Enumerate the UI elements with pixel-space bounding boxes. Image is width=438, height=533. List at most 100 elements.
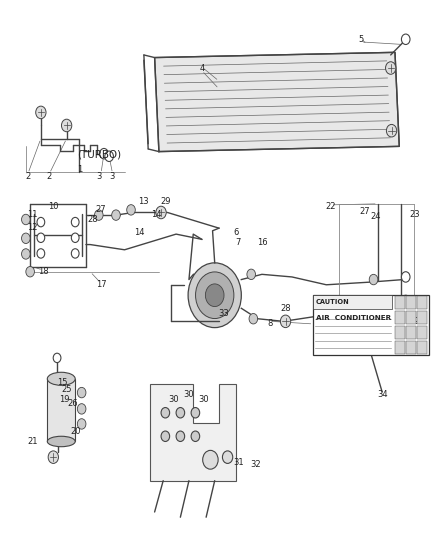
Circle shape <box>36 106 46 119</box>
Circle shape <box>37 217 45 227</box>
Text: 11: 11 <box>27 210 38 219</box>
Bar <box>396 341 405 354</box>
Circle shape <box>223 451 233 463</box>
Polygon shape <box>150 384 236 481</box>
Text: 22: 22 <box>325 202 336 211</box>
Bar <box>406 326 416 339</box>
Ellipse shape <box>47 372 75 385</box>
Text: 12: 12 <box>27 223 38 232</box>
Text: 3: 3 <box>109 172 114 181</box>
Text: 27: 27 <box>360 207 370 216</box>
Bar <box>406 341 416 354</box>
Text: 18: 18 <box>38 267 48 276</box>
Text: 23: 23 <box>409 210 420 219</box>
Circle shape <box>249 313 258 324</box>
Circle shape <box>21 214 30 225</box>
Polygon shape <box>155 52 399 151</box>
Bar <box>314 295 429 356</box>
Circle shape <box>100 149 108 159</box>
Text: 19: 19 <box>59 395 70 404</box>
Circle shape <box>203 450 218 469</box>
Circle shape <box>127 205 135 215</box>
Text: 28: 28 <box>280 304 291 313</box>
Circle shape <box>176 408 185 418</box>
Bar <box>417 311 427 324</box>
Text: 2: 2 <box>47 172 52 181</box>
Circle shape <box>195 272 234 319</box>
Circle shape <box>247 269 255 280</box>
Circle shape <box>161 431 170 441</box>
Text: 8: 8 <box>268 319 273 328</box>
Circle shape <box>95 210 103 220</box>
Circle shape <box>26 266 35 277</box>
Circle shape <box>48 451 58 463</box>
Circle shape <box>53 353 61 362</box>
Circle shape <box>205 284 224 306</box>
Text: 26: 26 <box>68 399 78 408</box>
Circle shape <box>78 403 86 414</box>
Text: 29: 29 <box>160 197 170 206</box>
Text: 5: 5 <box>358 35 363 44</box>
Text: 1: 1 <box>77 165 82 174</box>
Text: 25: 25 <box>61 385 72 394</box>
Circle shape <box>360 306 369 316</box>
Text: 10: 10 <box>49 202 59 211</box>
Text: (TURBO): (TURBO) <box>77 149 121 159</box>
Bar <box>417 341 427 354</box>
Text: 30: 30 <box>199 395 209 404</box>
Circle shape <box>156 206 166 219</box>
Text: 4: 4 <box>199 63 205 72</box>
Bar <box>314 295 392 309</box>
Text: 15: 15 <box>57 378 67 387</box>
Circle shape <box>369 274 378 285</box>
Text: 31: 31 <box>233 458 244 467</box>
Text: 17: 17 <box>95 280 106 289</box>
Text: 28: 28 <box>87 215 98 224</box>
Circle shape <box>401 272 410 282</box>
Circle shape <box>191 408 200 418</box>
Circle shape <box>401 34 410 45</box>
Circle shape <box>112 210 120 220</box>
Bar <box>47 379 75 441</box>
Text: 7: 7 <box>236 238 241 247</box>
Text: 33: 33 <box>218 309 229 318</box>
Circle shape <box>385 62 396 74</box>
Text: 3: 3 <box>96 172 102 181</box>
Bar <box>396 311 405 324</box>
Circle shape <box>280 315 291 328</box>
Text: 34: 34 <box>377 390 388 399</box>
Circle shape <box>71 249 79 258</box>
Text: 14: 14 <box>152 210 162 219</box>
Circle shape <box>71 233 79 243</box>
Circle shape <box>61 119 72 132</box>
Circle shape <box>386 124 397 137</box>
Text: 13: 13 <box>138 197 149 206</box>
Circle shape <box>161 408 170 418</box>
Text: 9: 9 <box>414 317 419 326</box>
Circle shape <box>21 233 30 244</box>
Text: 14: 14 <box>134 228 145 237</box>
Circle shape <box>191 431 200 441</box>
Bar <box>417 296 427 309</box>
Circle shape <box>105 151 113 161</box>
Bar <box>396 296 405 309</box>
Text: 32: 32 <box>250 461 261 470</box>
Text: 16: 16 <box>257 238 267 247</box>
Bar <box>396 326 405 339</box>
Circle shape <box>37 233 45 243</box>
Text: 20: 20 <box>70 426 81 435</box>
Text: AIR  CONDITIONER: AIR CONDITIONER <box>315 315 391 321</box>
Text: CAUTION: CAUTION <box>315 299 350 305</box>
Circle shape <box>71 217 79 227</box>
Circle shape <box>78 387 86 398</box>
Circle shape <box>37 249 45 258</box>
Circle shape <box>21 249 30 259</box>
Text: 21: 21 <box>27 437 38 446</box>
Circle shape <box>188 263 241 328</box>
Bar <box>406 296 416 309</box>
Bar <box>406 311 416 324</box>
Text: 30: 30 <box>184 390 194 399</box>
Text: 24: 24 <box>371 212 381 221</box>
Text: 2: 2 <box>25 172 31 181</box>
Bar <box>417 326 427 339</box>
